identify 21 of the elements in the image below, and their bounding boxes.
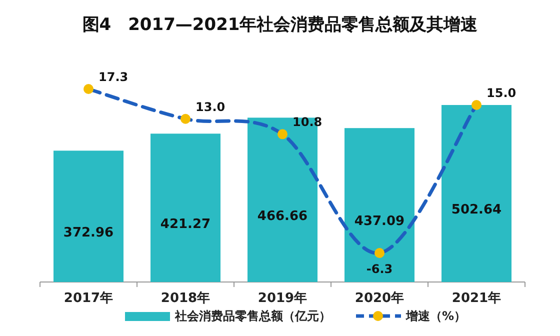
legend-label: 增速（%） [405,309,466,323]
bar [150,134,220,282]
data-label: 466.66 [257,208,308,224]
data-label: 372.96 [63,225,114,240]
data-label: 437.09 [354,214,405,230]
x-tick-label: 2017年 [64,291,114,306]
x-tick-label: 2018年 [160,291,210,306]
data-label: 17.3 [98,70,128,84]
bar [344,128,414,282]
data-label: 13.0 [196,100,226,114]
legend-label: 社会消费品零售总额（亿元） [174,309,331,323]
data-label: -6.3 [366,262,393,276]
x-tick-label: 2021年 [452,291,502,306]
bar [54,150,124,282]
chart-title: 图4 2017—2021年社会消费品零售总额及其增速 [82,15,478,35]
data-label: 502.64 [451,202,502,218]
data-label: 15.0 [486,86,516,100]
data-label: 421.27 [160,216,211,232]
bar [442,105,512,282]
x-tick-label: 2020年 [354,291,404,306]
x-tick-label: 2019年 [258,291,308,306]
